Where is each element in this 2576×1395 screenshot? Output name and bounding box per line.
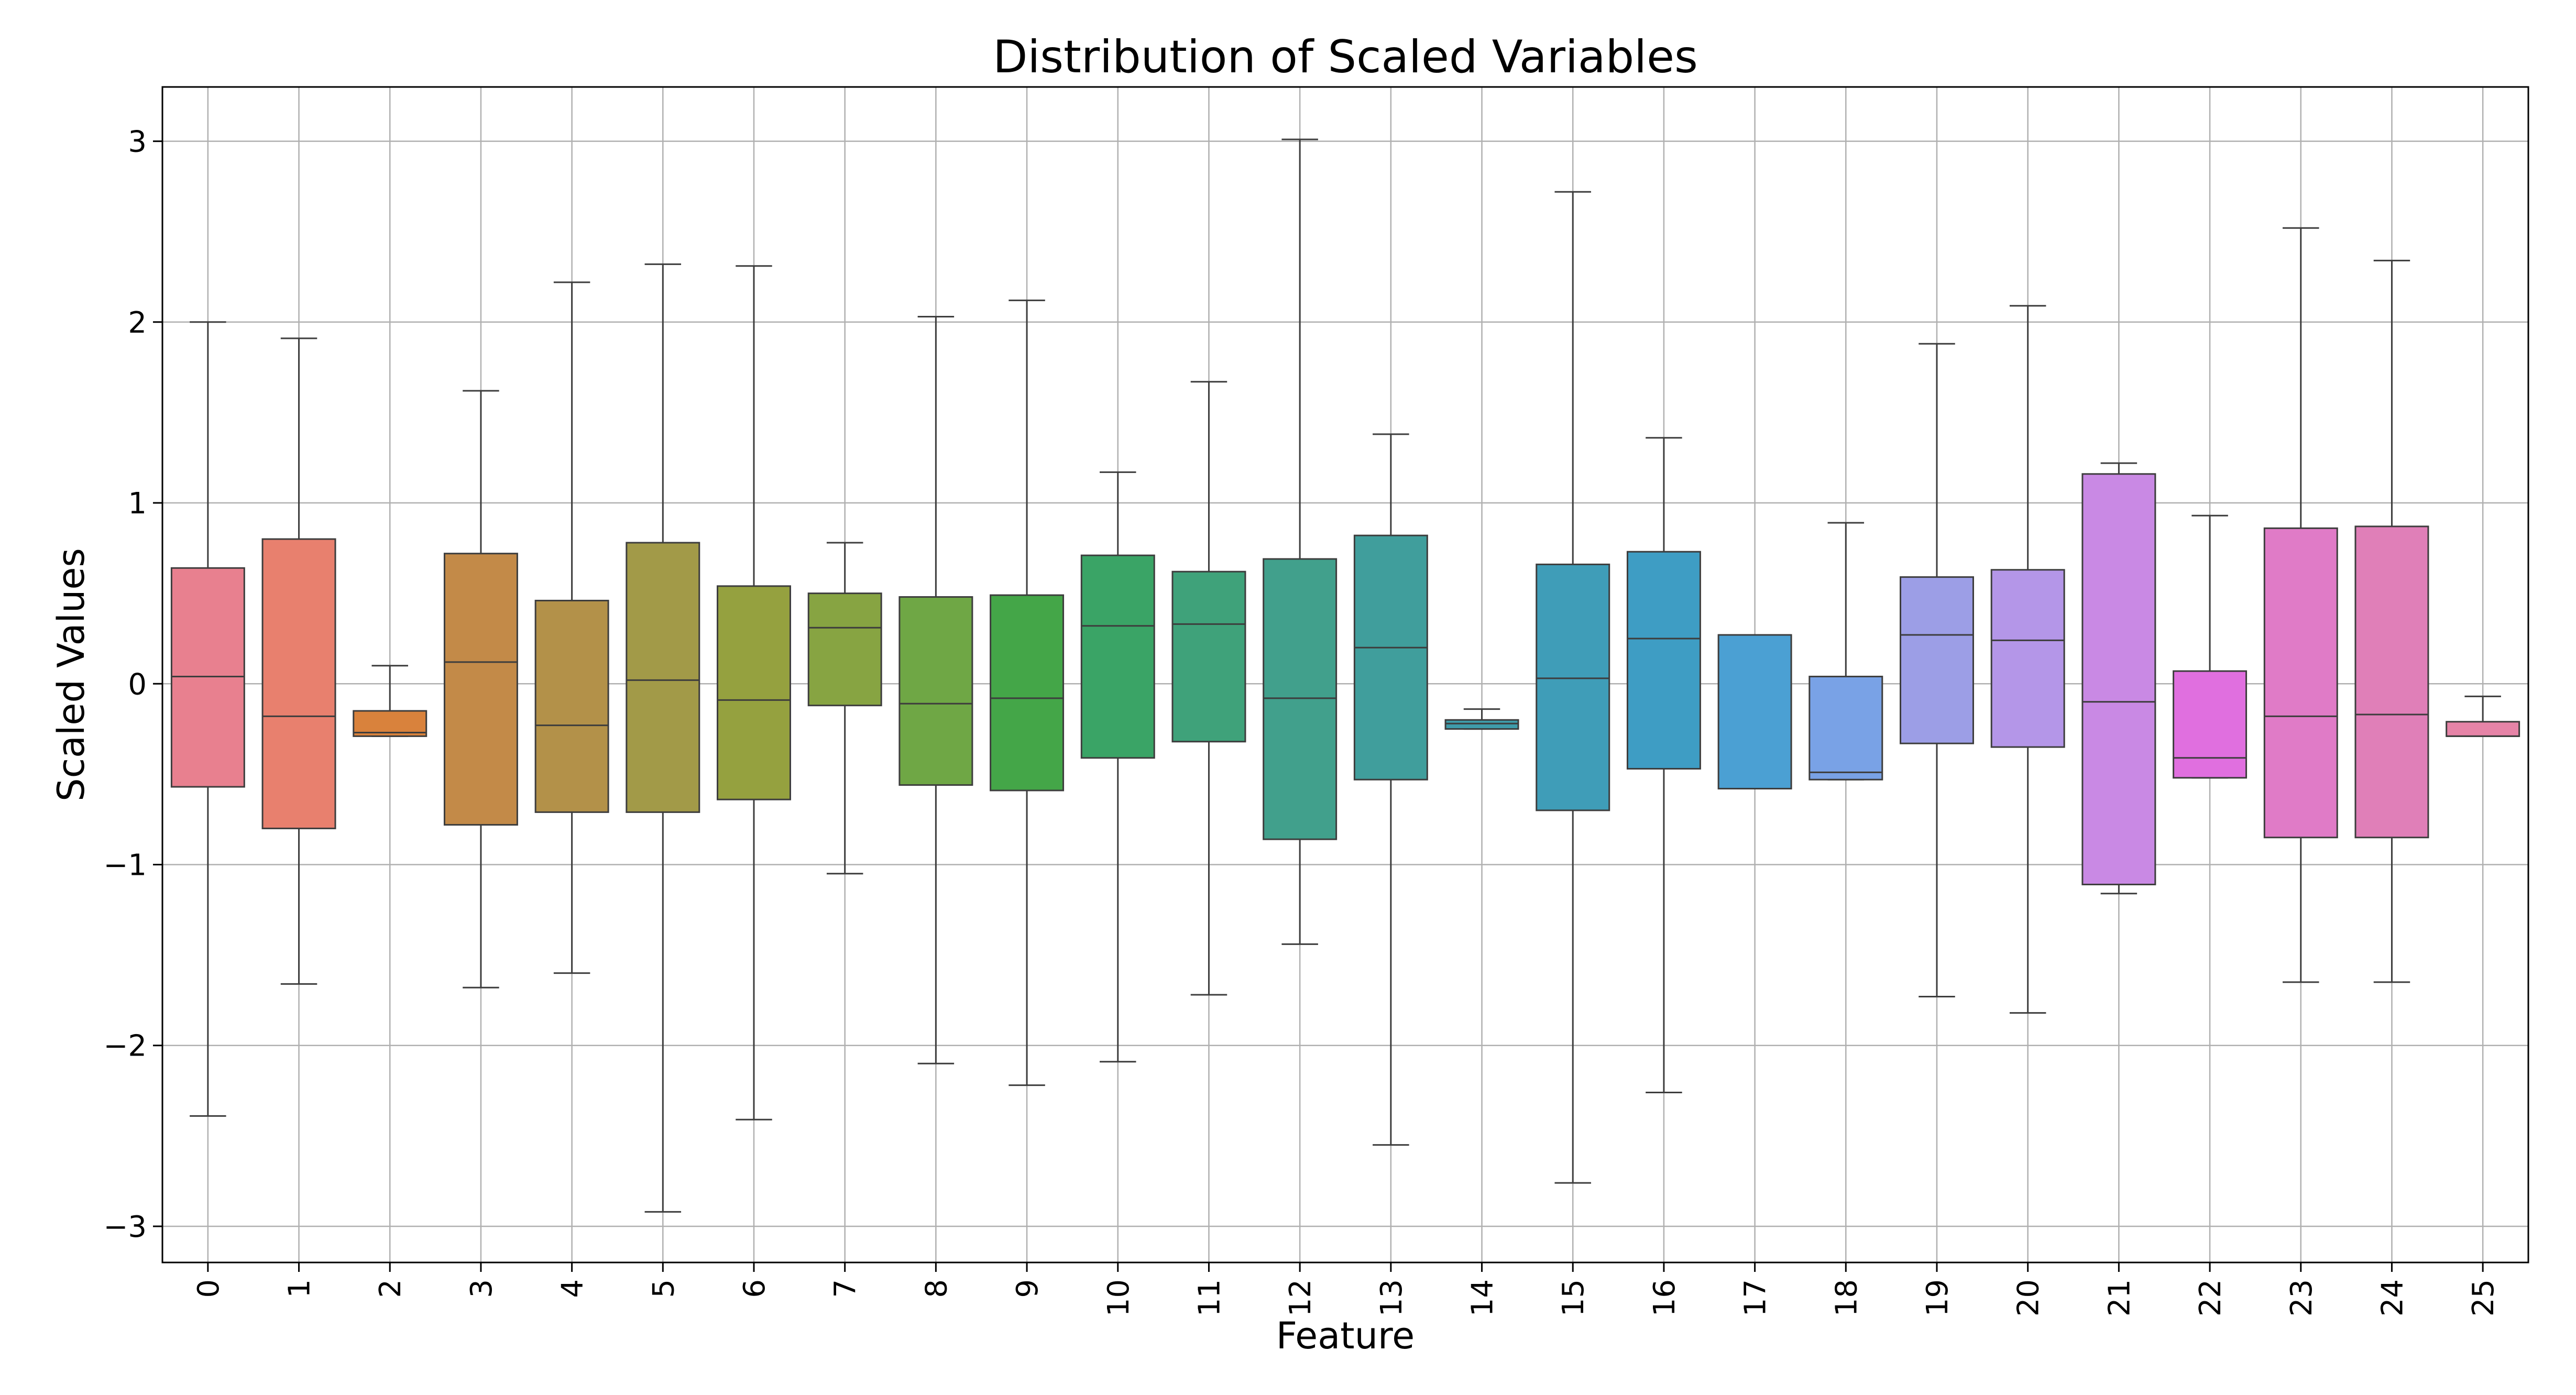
box-body <box>1626 551 1701 770</box>
box-body <box>534 599 609 813</box>
x-tick-label: 23 <box>2285 1279 2319 1316</box>
box-17 <box>1717 634 1792 789</box>
box-24 <box>2354 259 2429 983</box>
x-tick-label: 17 <box>1739 1279 1773 1316</box>
box-body <box>717 585 791 800</box>
x-tick-label: 15 <box>1556 1279 1591 1316</box>
y-tick-label: −3 <box>103 1210 147 1244</box>
box-9 <box>990 299 1065 1086</box>
box-body <box>1263 558 1338 840</box>
y-tick-label: 0 <box>128 667 147 701</box>
box-body <box>2173 670 2248 779</box>
x-tick-label: 8 <box>919 1279 953 1298</box>
box-3 <box>443 390 518 988</box>
box-16 <box>1626 437 1701 1093</box>
box-body <box>1444 719 1519 730</box>
y-axis-label: Scaled Values <box>50 548 93 801</box>
box-body <box>1353 534 1428 781</box>
x-tick-label: 0 <box>192 1279 226 1298</box>
x-tick-label: 7 <box>829 1279 863 1298</box>
box-body <box>1171 570 1246 743</box>
x-tick-label: 9 <box>1011 1279 1045 1298</box>
box-body <box>443 553 518 826</box>
chart-title: Distribution of Scaled Variables <box>993 31 1698 83</box>
x-tick-label: 2 <box>374 1279 408 1298</box>
y-tick-label: 2 <box>128 306 147 340</box>
x-tick-layer: 0 1 2 3 4 5 6 7 8 9 10 11 12 13 14 15 16 17 18 19 20 21 22 23 24… <box>192 1262 2501 1316</box>
box-body <box>2354 525 2429 839</box>
x-tick-label: 4 <box>556 1279 590 1298</box>
box-body <box>1536 563 1610 811</box>
y-tick-label: 1 <box>128 487 147 521</box>
box-21 <box>2081 462 2156 895</box>
box-body <box>1990 569 2065 748</box>
x-tick-label: 13 <box>1375 1279 1409 1316</box>
x-tick-label: 16 <box>1648 1279 1682 1316</box>
box-0 <box>170 321 245 1117</box>
x-tick-label: 1 <box>283 1279 317 1298</box>
plot-frame <box>161 86 2529 1264</box>
x-tick-label: 22 <box>2194 1279 2228 1316</box>
x-tick-label: 20 <box>2012 1279 2046 1316</box>
x-tick-label: 12 <box>1284 1279 1318 1316</box>
y-tick-label: 3 <box>128 125 147 159</box>
x-axis-label: Feature <box>1276 1314 1415 1357</box>
box-body <box>2263 527 2338 839</box>
box-20 <box>1990 305 2065 1014</box>
box-10 <box>1080 471 1155 1063</box>
y-tick-label: −2 <box>103 1029 147 1063</box>
y-tick-layer: 3 2 1 0 −1 −2 −3 <box>103 125 162 1244</box>
box-15 <box>1536 191 1610 1184</box>
x-tick-label: 21 <box>2102 1279 2136 1316</box>
box-body <box>990 594 1065 792</box>
box-body <box>2081 473 2156 885</box>
x-tick-label: 10 <box>1102 1279 1136 1316</box>
box-body <box>2446 721 2520 737</box>
box-body <box>1900 576 1974 744</box>
box-18 <box>1808 522 1883 781</box>
box-4 <box>534 281 609 974</box>
box-25 <box>2446 695 2520 737</box>
box-23 <box>2263 227 2338 983</box>
x-tick-label: 14 <box>1466 1279 1500 1316</box>
y-tick-label: −1 <box>103 848 147 882</box>
box-layer <box>170 138 2520 1213</box>
box-5 <box>626 263 700 1213</box>
x-tick-label: 19 <box>1921 1279 1955 1316</box>
x-tick-label: 24 <box>2375 1279 2409 1316</box>
box-1 <box>261 337 336 985</box>
box-12 <box>1263 138 1338 945</box>
box-body <box>1080 554 1155 759</box>
x-tick-label: 18 <box>1829 1279 1864 1316</box>
box-7 <box>807 542 882 875</box>
x-tick-label: 5 <box>646 1279 681 1298</box>
box-13 <box>1353 433 1428 1146</box>
box-body <box>1717 634 1792 789</box>
box-19 <box>1900 343 1974 998</box>
x-tick-label: 11 <box>1192 1279 1226 1316</box>
box-8 <box>898 315 973 1064</box>
box-22 <box>2173 514 2248 779</box>
x-tick-label: 3 <box>465 1279 499 1298</box>
box-body <box>261 538 336 829</box>
x-tick-label: 25 <box>2467 1279 2501 1316</box>
box-11 <box>1171 381 1246 996</box>
box-body <box>170 567 245 788</box>
x-tick-label: 6 <box>738 1279 772 1298</box>
box-2 <box>353 665 427 737</box>
box-body <box>626 542 700 813</box>
box-6 <box>717 265 791 1121</box>
box-14 <box>1444 708 1519 730</box>
box-body <box>1808 675 1883 781</box>
box-body <box>898 596 973 786</box>
box-body <box>807 592 882 707</box>
